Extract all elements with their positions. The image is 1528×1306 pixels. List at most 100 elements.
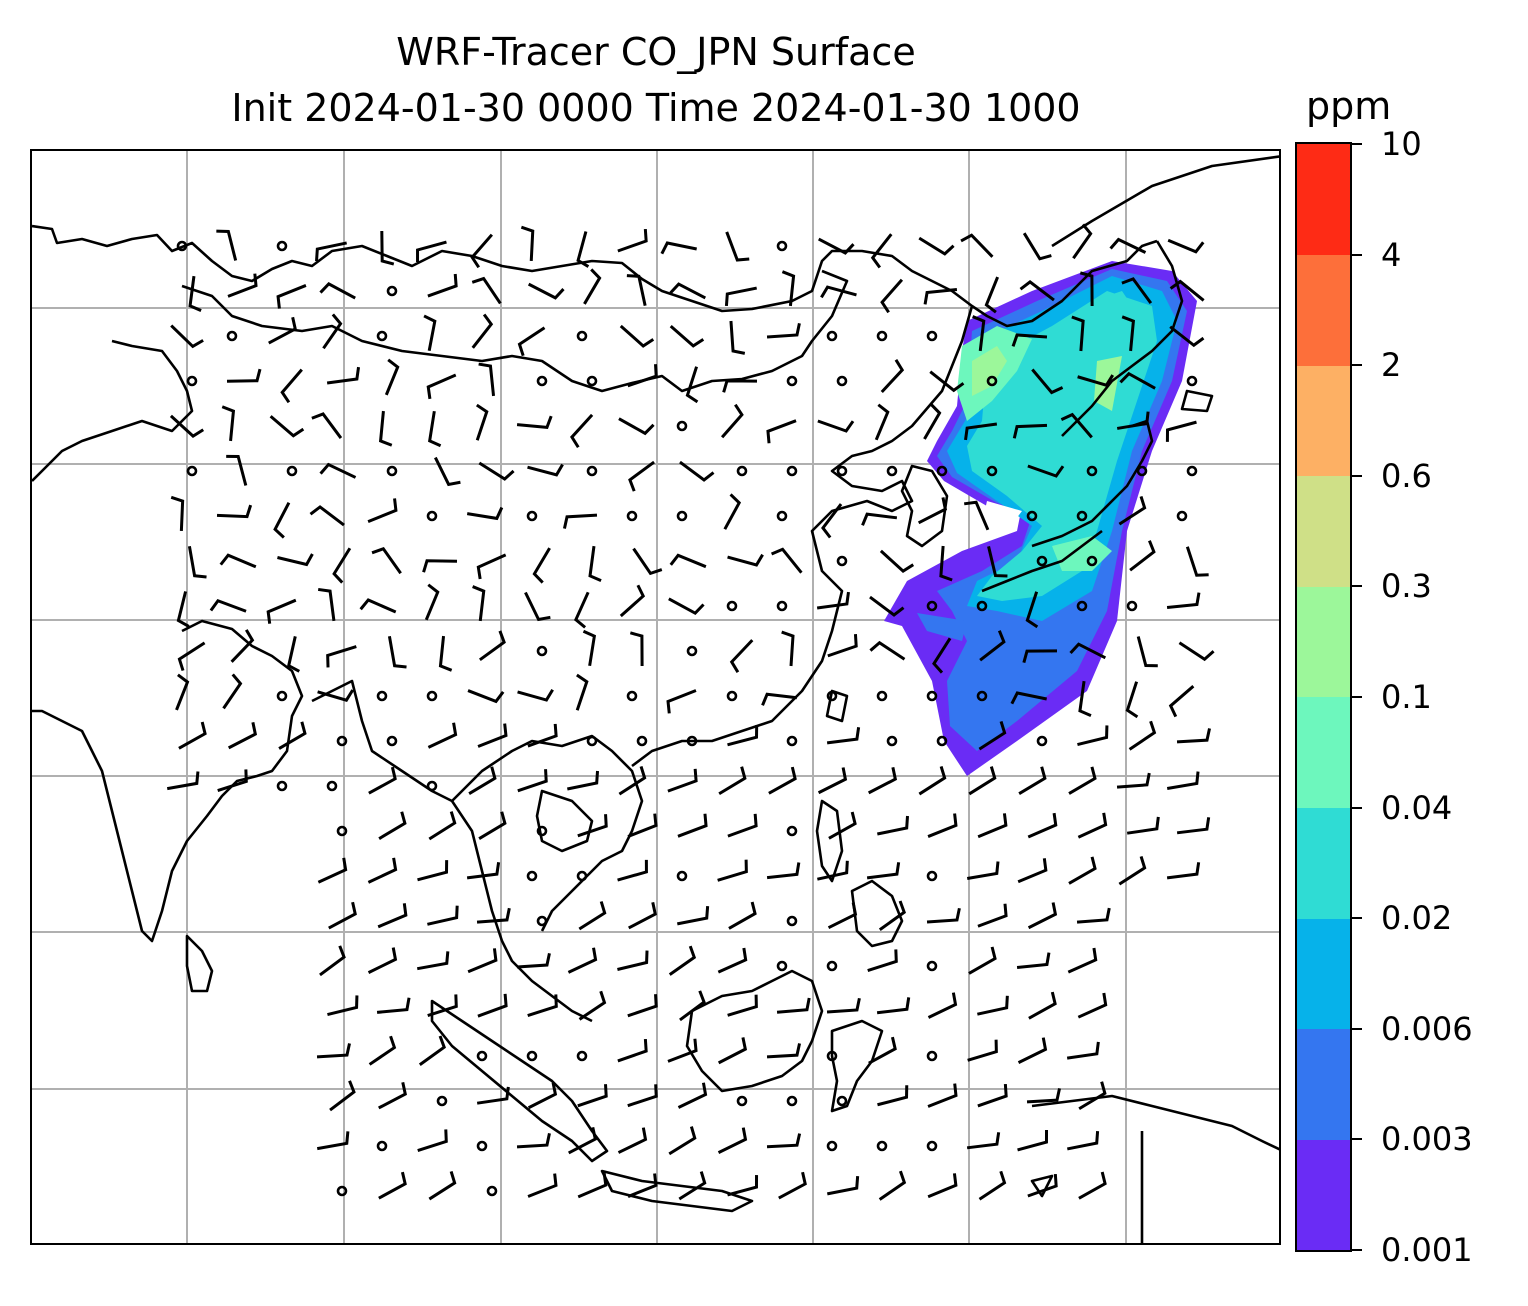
wind-barb (1031, 368, 1064, 395)
wind-barb (861, 512, 898, 526)
wind-barb (472, 585, 486, 622)
wind-barb (939, 545, 953, 582)
wind-barb (927, 1083, 958, 1108)
colorbar-tick-label: 0.3 (1381, 567, 1432, 606)
calm-wind-marker (786, 825, 798, 837)
wind-barb (359, 598, 397, 614)
wind-barb (1067, 947, 1098, 974)
colorbar-tick (1352, 1027, 1362, 1030)
colorbar-tick-label: 0.1 (1381, 678, 1432, 716)
wind-barb (1027, 1173, 1058, 1198)
wind-barb (725, 231, 750, 262)
colorbar-segment (1297, 254, 1350, 366)
wind-barb (428, 410, 442, 448)
wind-barb (729, 320, 746, 355)
colorbar-segment (1297, 586, 1350, 698)
calm-wind-marker (676, 420, 688, 432)
wind-barb (327, 995, 359, 1017)
wind-barb (377, 903, 408, 929)
wind-barb (478, 461, 515, 481)
wind-barb (677, 1082, 708, 1109)
wind-barb (1010, 691, 1047, 705)
wind-barb (582, 629, 597, 667)
calm-wind-marker (376, 330, 388, 342)
wind-barb (332, 547, 352, 584)
wind-barb (660, 241, 697, 255)
wind-barb (629, 631, 644, 667)
colorbar-segment (1297, 1139, 1350, 1251)
wind-barb (428, 1171, 457, 1201)
wind-barb (770, 547, 803, 574)
wind-barb (666, 689, 697, 714)
colorbar-tick-label: 0.003 (1381, 1120, 1473, 1159)
calm-wind-marker (786, 735, 798, 747)
wind-barb (1079, 271, 1094, 307)
calm-wind-marker (786, 915, 798, 927)
wind-barb (880, 359, 905, 394)
wind-barb (967, 1039, 998, 1062)
wind-barb (972, 315, 986, 352)
wind-barb (471, 313, 494, 349)
wind-barb (1178, 641, 1215, 662)
wind-barb (818, 237, 855, 255)
wind-barb (468, 766, 497, 795)
wind-barb (617, 1127, 648, 1154)
colorbar-segment (1297, 365, 1350, 477)
wind-barb (326, 366, 361, 385)
calm-wind-marker (336, 825, 348, 837)
wind-barb (717, 947, 748, 974)
wind-barb (677, 813, 708, 838)
wind-barb (722, 379, 758, 393)
wind-barb (717, 859, 748, 882)
wind-barb (417, 860, 449, 882)
calm-wind-marker (626, 690, 638, 702)
wind-barb (927, 813, 958, 838)
calm-wind-marker (1086, 465, 1098, 477)
wind-barb (316, 1043, 351, 1059)
calm-wind-marker (926, 1050, 938, 1062)
wind-barb (317, 587, 336, 622)
wind-barb (1019, 280, 1055, 302)
wind-barb (219, 553, 257, 569)
wind-barb (1060, 412, 1093, 439)
calm-wind-marker (876, 690, 888, 702)
wind-barb (1027, 464, 1065, 478)
map-panel[interactable] (30, 149, 1281, 1245)
wind-barb (984, 276, 1000, 314)
wind-barb (923, 403, 942, 440)
wind-barb (932, 637, 952, 674)
wind-barb (1017, 1037, 1048, 1064)
wind-barb (617, 950, 649, 971)
wind-barb (578, 901, 607, 931)
wind-barb (466, 862, 501, 880)
calm-wind-marker (976, 600, 988, 612)
wind-barb (727, 813, 758, 838)
wind-barb (977, 1083, 1008, 1108)
wind-barb (517, 688, 554, 702)
wind-barb (568, 1126, 597, 1155)
wind-barb (226, 454, 248, 486)
calm-wind-marker (736, 1095, 748, 1107)
wind-barb (311, 412, 343, 439)
wind-barb (667, 768, 698, 793)
colorbar-tick-label: 0.001 (1381, 1231, 1473, 1269)
calm-wind-marker (1036, 735, 1048, 747)
wind-barb (1077, 725, 1109, 747)
wind-barb (977, 903, 1008, 928)
wind-barb (1025, 591, 1039, 629)
wind-barb (761, 692, 798, 706)
wind-barb (676, 906, 710, 926)
calm-wind-marker (1086, 555, 1098, 567)
wind-barb (879, 549, 915, 573)
colorbar-tick (1352, 585, 1362, 588)
wind-barb (269, 415, 305, 438)
wind-barb (170, 495, 185, 532)
wind-barb (727, 994, 758, 1017)
calm-wind-marker (586, 735, 598, 747)
wind-barb (577, 814, 608, 838)
wind-barb (720, 403, 744, 439)
wind-barb (177, 641, 206, 672)
wind-barb (1119, 371, 1156, 390)
wind-barb (878, 900, 907, 931)
wind-barb (427, 273, 458, 298)
